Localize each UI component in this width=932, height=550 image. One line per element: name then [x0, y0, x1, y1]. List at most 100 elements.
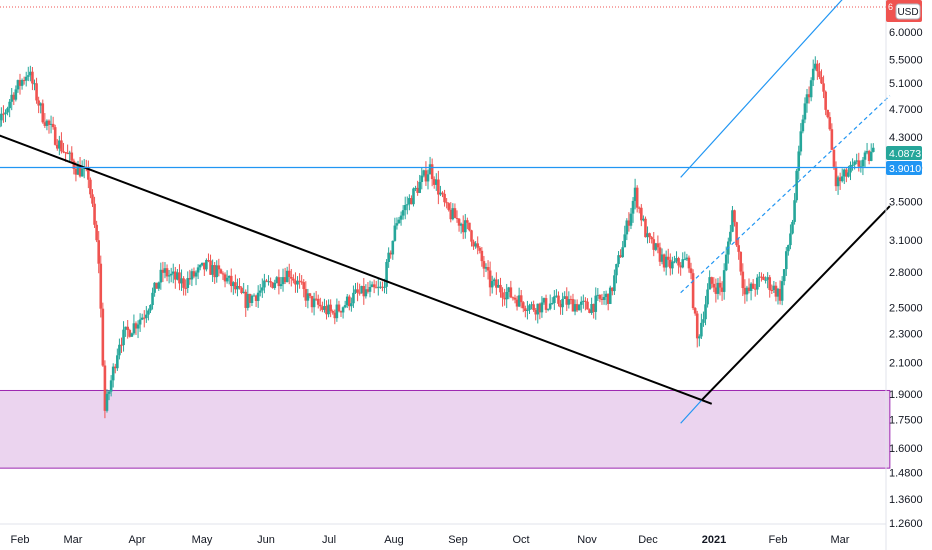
candle-body [178, 272, 181, 284]
candle-body [710, 277, 714, 284]
candle-body [760, 276, 763, 278]
candle-body [524, 308, 527, 311]
candle-body [791, 221, 794, 234]
candle-body [49, 123, 53, 125]
candle-body [671, 261, 674, 269]
candle-body [2, 113, 5, 115]
candle-body [503, 297, 506, 300]
candle-body [368, 286, 372, 292]
candle-body [64, 152, 67, 154]
candle-body [87, 167, 90, 180]
candle-body [136, 324, 140, 329]
x-tick-label: Nov [577, 534, 597, 546]
candle-body [865, 151, 869, 153]
candle-body [840, 176, 844, 182]
candle-body [296, 280, 299, 285]
candle-body [507, 287, 511, 292]
top-price-badge-text: 6 [888, 2, 893, 12]
candle-body [399, 215, 403, 220]
candle-body [103, 365, 107, 411]
candle-body [559, 303, 562, 308]
candle-body [755, 277, 759, 290]
candle-body [691, 273, 695, 309]
candle-body [459, 223, 463, 226]
candle-body [376, 286, 380, 288]
candle-body [258, 290, 262, 293]
candle-body [546, 308, 550, 310]
candle-body [550, 303, 554, 305]
candle-body [652, 239, 656, 250]
candle-body [45, 120, 49, 126]
candle-body [211, 265, 214, 275]
candle-body [571, 299, 575, 312]
candle-body [223, 274, 227, 282]
candle-body [180, 278, 183, 284]
support-zone[interactable] [0, 389, 891, 469]
candle-body [598, 294, 602, 299]
candle-body [722, 270, 726, 292]
candle-body [737, 245, 740, 252]
channel-line[interactable] [680, 95, 891, 294]
currency-label[interactable]: USD [897, 7, 918, 18]
candle-body [642, 218, 645, 221]
candle-body [397, 219, 401, 224]
candle-body [234, 282, 237, 290]
candle-body [617, 255, 620, 265]
candle-body [327, 304, 330, 315]
x-tick-label: Oct [512, 534, 529, 546]
candle-body [484, 267, 488, 269]
trendline[interactable] [0, 126, 713, 405]
candle-body [544, 298, 548, 310]
candle-body [660, 254, 664, 262]
candle-body [513, 297, 517, 300]
candle-body [519, 295, 523, 303]
candle-body [366, 289, 370, 292]
candle-body [192, 271, 196, 277]
candle-body [217, 265, 221, 270]
candle-body [432, 179, 436, 185]
candle-body [169, 273, 173, 276]
candle-body [428, 164, 432, 175]
currency-button[interactable] [895, 3, 921, 20]
candle-body [764, 279, 767, 281]
candle-body [627, 220, 631, 226]
channel-line[interactable] [680, 0, 845, 178]
candle-body [122, 329, 125, 346]
candle-body [712, 283, 716, 288]
candle-body [18, 80, 22, 86]
candle-body [505, 291, 509, 300]
candle-body [528, 305, 531, 310]
candle-body [221, 273, 225, 275]
candle-body [118, 344, 121, 356]
candle-body [845, 169, 848, 177]
candle-body [151, 292, 154, 306]
trendline[interactable] [700, 205, 891, 402]
candle-body [584, 300, 587, 302]
candle-body [354, 289, 357, 293]
candle-body [530, 304, 533, 306]
candle-body [801, 119, 805, 132]
candle-body [855, 160, 859, 162]
candle-body [784, 251, 788, 270]
candle-body [20, 80, 24, 86]
candle-body [273, 282, 277, 288]
candle-body [847, 172, 850, 177]
candle-body [229, 275, 233, 287]
x-tick-label: Apr [128, 534, 145, 546]
candle-body [871, 147, 875, 152]
candle-body [538, 303, 542, 313]
candle-body [265, 280, 268, 282]
candle-body [381, 286, 384, 288]
candle-body [466, 220, 469, 223]
candle-body [689, 268, 693, 274]
channel-line[interactable] [680, 400, 702, 424]
candle-body [277, 277, 281, 287]
candle-body [648, 233, 651, 238]
candle-body [111, 366, 115, 381]
candle-body [799, 131, 803, 152]
candle-body [263, 280, 266, 288]
candle-body [577, 304, 581, 311]
candle-body [182, 278, 185, 288]
